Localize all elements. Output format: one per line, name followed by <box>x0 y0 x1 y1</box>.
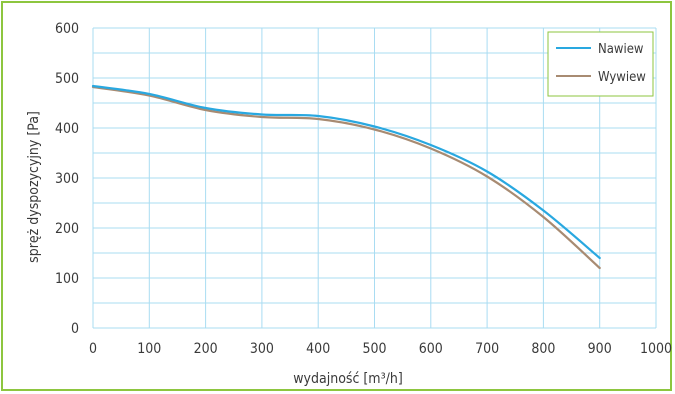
y-tick-500: 500 <box>55 71 79 87</box>
y-axis-label: spręż dyspozycyjny [Pa] <box>26 111 42 263</box>
legend-label-wywiew: Wywiew <box>598 70 646 85</box>
y-tick-labels: 0 100 200 300 400 500 600 <box>55 21 79 337</box>
x-tick-200: 200 <box>194 341 218 357</box>
x-tick-900: 900 <box>588 341 612 357</box>
y-tick-400: 400 <box>55 121 79 137</box>
x-tick-labels: 0 100 200 300 400 500 600 700 800 900 1000 <box>89 341 672 357</box>
x-tick-700: 700 <box>475 341 499 357</box>
x-tick-1000: 1000 <box>640 341 672 357</box>
x-tick-100: 100 <box>137 341 161 357</box>
series-line-nawiew <box>91 84 601 260</box>
legend-label-nawiew: Nawiew <box>598 42 644 57</box>
x-axis-label: wydajność [m³/h] <box>293 371 403 387</box>
y-tick-100: 100 <box>55 271 79 287</box>
x-tick-500: 500 <box>362 341 386 357</box>
y-tick-600: 600 <box>55 21 79 37</box>
x-tick-600: 600 <box>419 341 443 357</box>
x-tick-0: 0 <box>89 341 97 357</box>
series-lines <box>91 84 601 270</box>
y-tick-200: 200 <box>55 221 79 237</box>
y-tick-300: 300 <box>55 171 79 187</box>
legend-box <box>547 31 654 97</box>
x-tick-300: 300 <box>250 341 274 357</box>
x-tick-800: 800 <box>531 341 555 357</box>
y-tick-0: 0 <box>71 321 79 337</box>
legend: Nawiew Wywiew <box>547 31 654 97</box>
x-tick-400: 400 <box>306 341 330 357</box>
series-line-wywiew <box>91 85 601 270</box>
